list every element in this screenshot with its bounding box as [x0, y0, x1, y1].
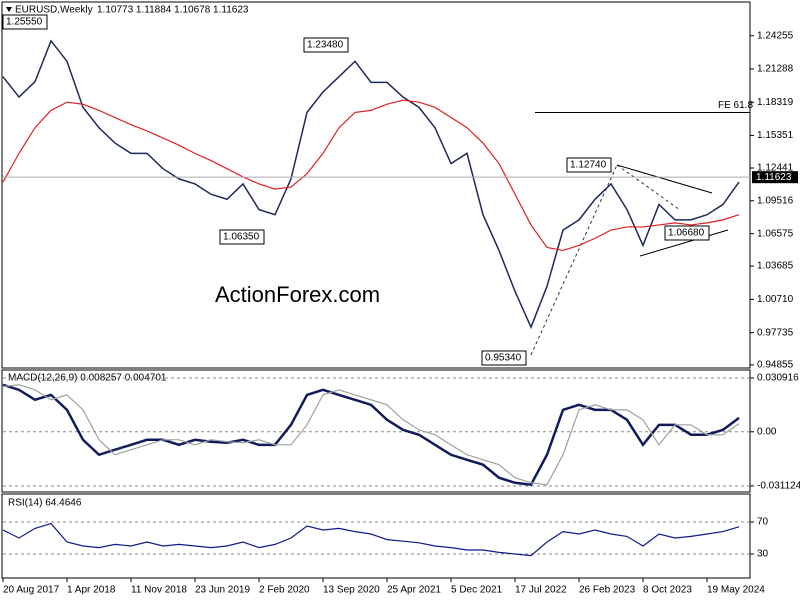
x-tick-label: 20 Aug 2017 [3, 585, 60, 596]
annotation-box [219, 229, 265, 245]
y-tick-label: 1.06575 [757, 228, 794, 239]
fe-label: FE 61.8 [718, 100, 753, 111]
macd-pane [1, 369, 751, 493]
y-tick-label: 1.09516 [757, 195, 794, 206]
rsi-pane [1, 493, 751, 579]
y-tick-label: 1.24255 [757, 30, 794, 41]
y-tick-label: 1.18319 [757, 97, 794, 108]
trend-line [530, 164, 618, 356]
annotation-box [303, 37, 349, 53]
x-tick-label: 23 Jun 2019 [195, 585, 250, 596]
annotation-box [481, 350, 527, 366]
series-line [2, 384, 740, 486]
trend-line [616, 164, 713, 194]
x-tick-label: 17 Jul 2022 [515, 585, 567, 596]
annotation: 1.23480 [307, 40, 344, 51]
annotation: 1.12740 [570, 160, 607, 171]
y-tick-label: 1.00710 [757, 294, 794, 305]
x-tick-label: 13 Sep 2020 [323, 585, 380, 596]
trend-line [616, 164, 681, 211]
annotation-box [664, 225, 710, 241]
x-tick-label: 2 Feb 2020 [259, 585, 310, 596]
annotation: 1.06350 [223, 232, 260, 243]
x-tick-label: 19 May 2024 [707, 585, 765, 596]
annotation: 1.25550 [6, 17, 43, 28]
chart-title: EURUSD,Weekly [15, 5, 93, 16]
x-tick-label: 26 Feb 2023 [579, 585, 636, 596]
annotation-box [566, 157, 612, 173]
y-tick-label: 70 [757, 517, 769, 528]
y-tick-label: -0.031124 [757, 481, 800, 492]
x-tick-label: 1 Apr 2018 [67, 585, 116, 596]
annotation: 1.06680 [668, 228, 705, 239]
series-line [2, 99, 740, 252]
y-tick-label: 0.00 [757, 426, 777, 437]
y-tick-label: 1.03685 [757, 261, 794, 272]
x-tick-label: 5 Dec 2021 [451, 585, 503, 596]
y-tick-label: 0.97735 [757, 327, 794, 338]
x-tick-label: 8 Oct 2023 [643, 585, 692, 596]
current-price-box [752, 171, 798, 184]
series-line [2, 39, 740, 330]
watermark: ActionForex.com [215, 282, 380, 307]
y-tick-label: 1.15351 [757, 130, 794, 141]
annotation-box [2, 14, 48, 30]
annotation: 0.95340 [485, 353, 522, 364]
y-tick-label: 1.12441 [757, 163, 794, 174]
trend-line [639, 229, 729, 257]
y-tick-label: 0.030916 [757, 373, 799, 384]
chart-subtitle: 1.10773 1.11884 1.10678 1.11623 [97, 5, 249, 16]
price-pane [1, 1, 751, 369]
x-tick-label: 11 Nov 2018 [131, 585, 187, 596]
current-price-label: 1.11623 [756, 172, 792, 183]
rsi-title: RSI(14) 64.4646 [8, 498, 82, 509]
y-tick-label: 0.94855 [757, 360, 794, 371]
x-tick-label: 25 Apr 2021 [387, 585, 441, 596]
series-line [2, 522, 740, 557]
y-tick-label: 1.21288 [757, 64, 794, 75]
menu-icon [6, 7, 12, 12]
series-line [2, 383, 740, 487]
y-tick-label: 30 [757, 549, 769, 560]
